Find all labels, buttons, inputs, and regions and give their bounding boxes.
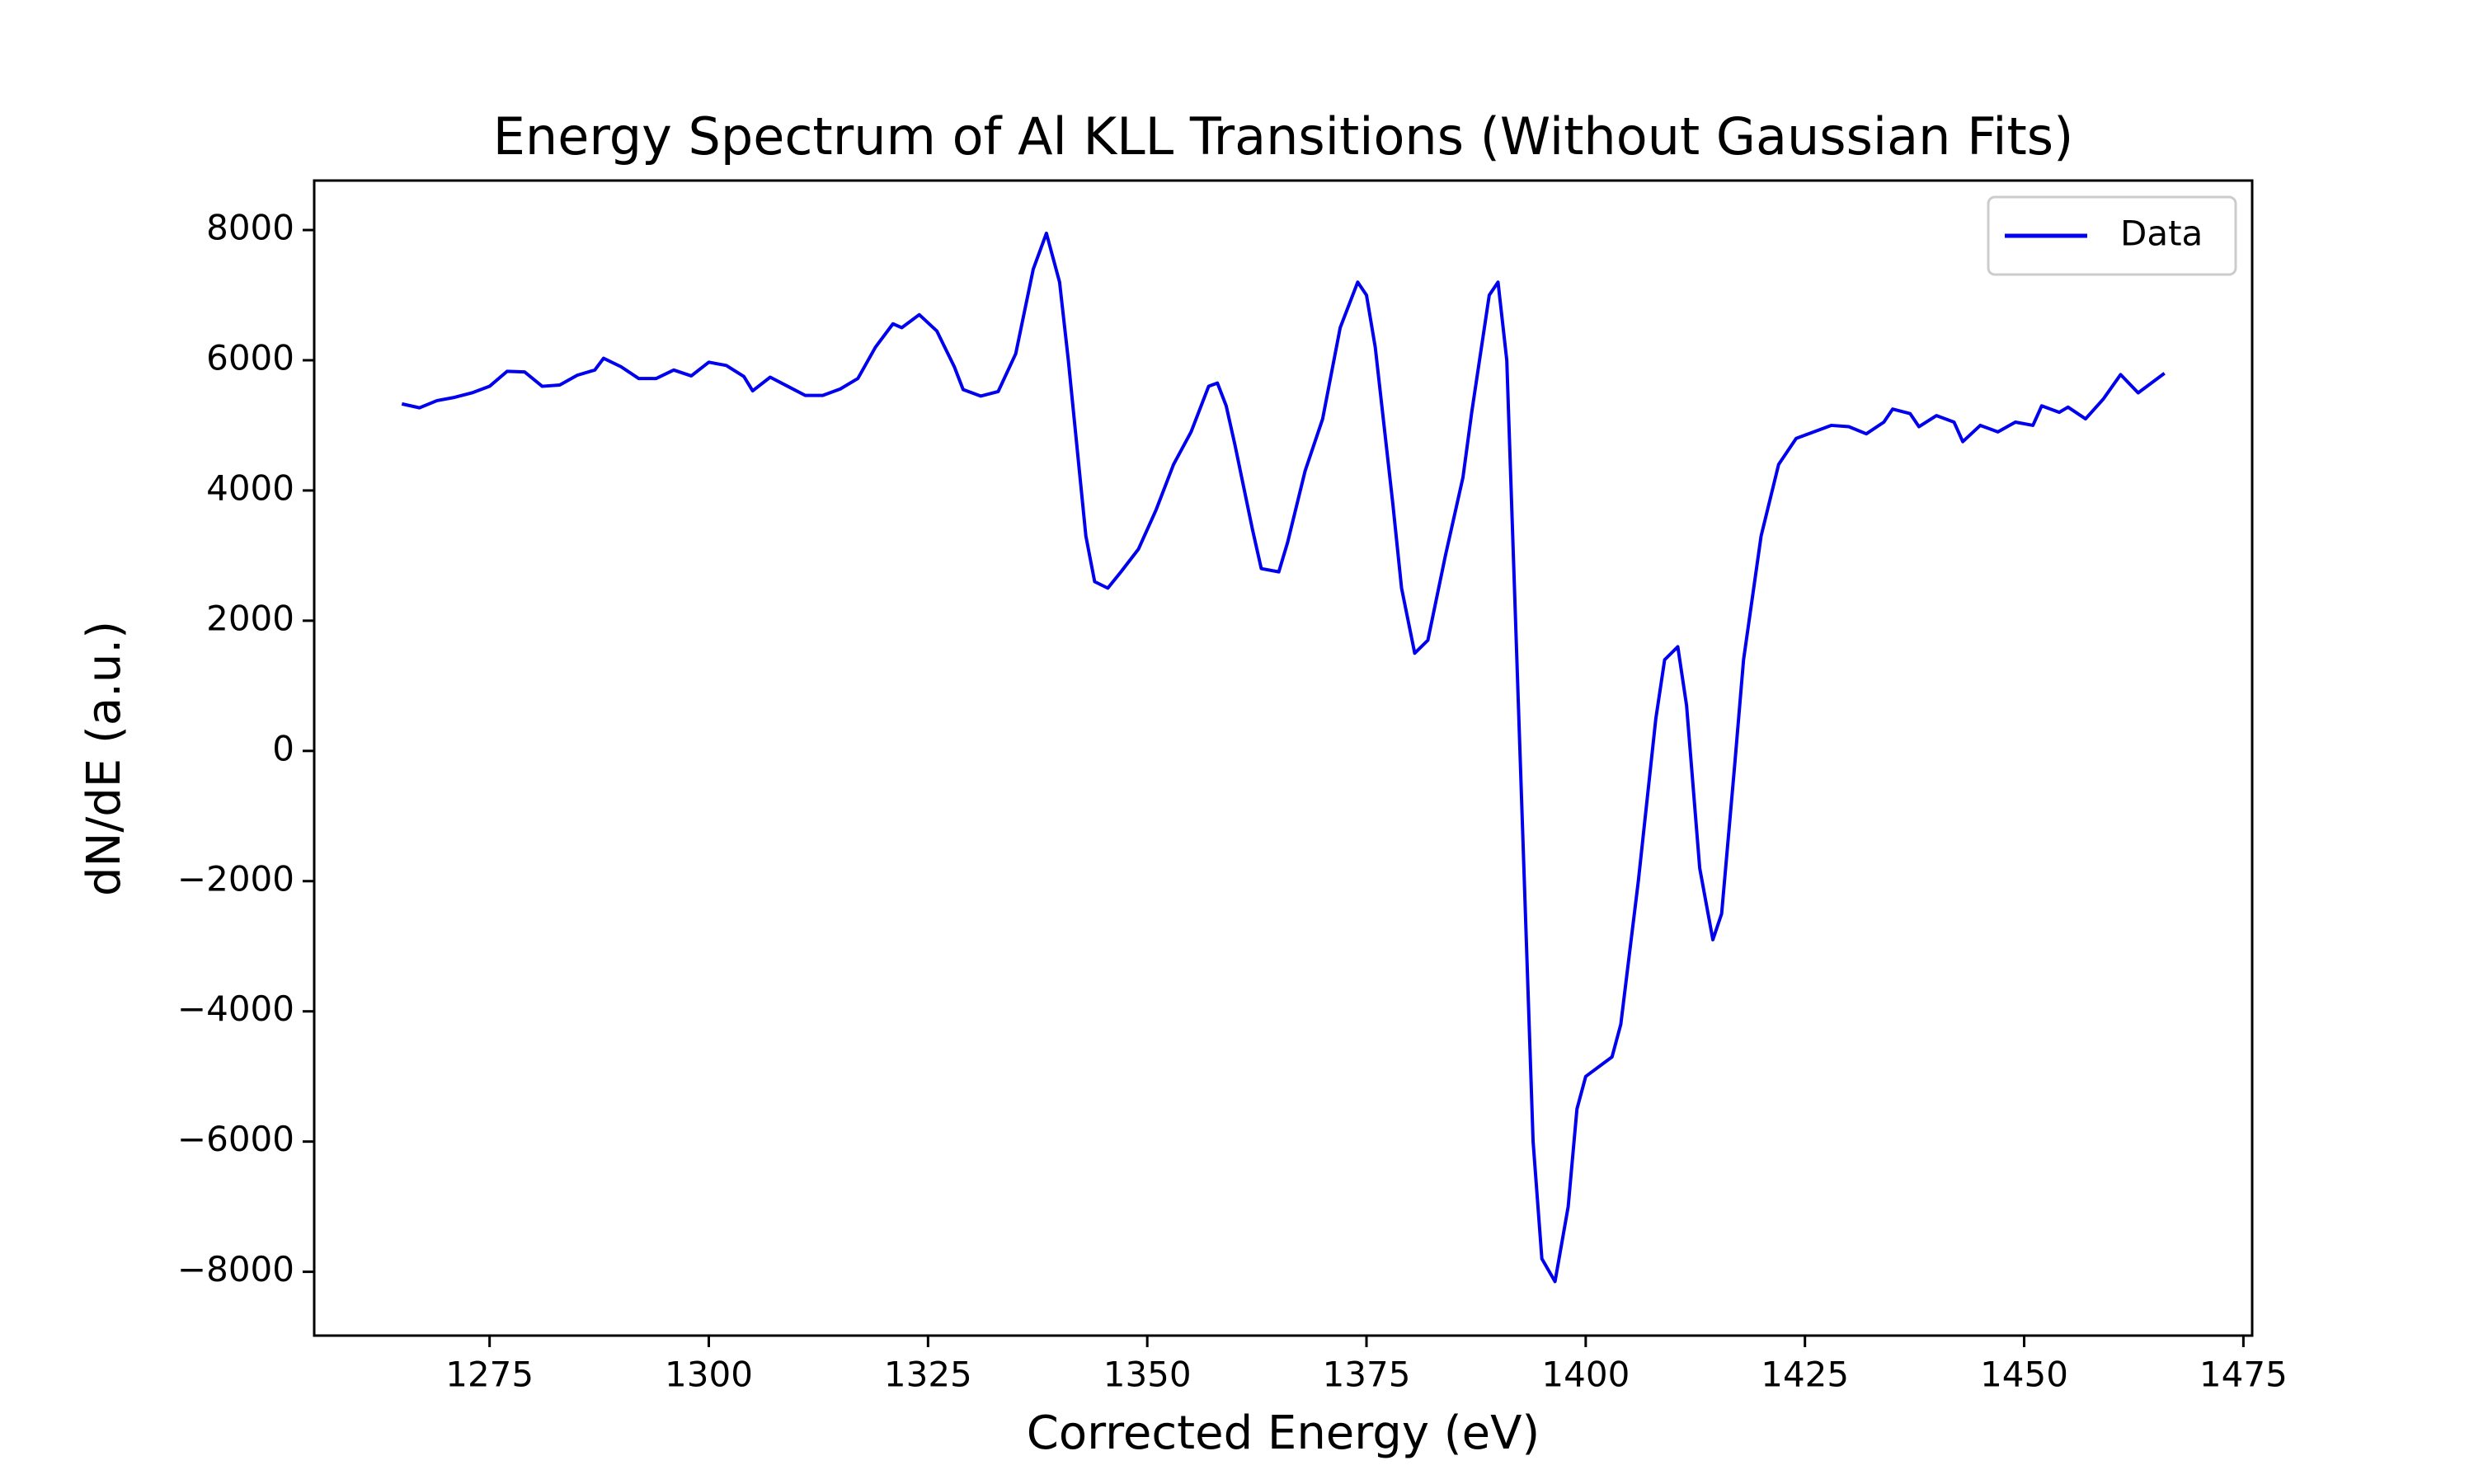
y-axis-label: dN/dE (a.u.) xyxy=(78,621,131,896)
data-line xyxy=(401,231,2166,1284)
x-tick-label: 1350 xyxy=(1103,1355,1192,1395)
y-tick-label: −4000 xyxy=(177,989,294,1029)
axes-frame xyxy=(313,179,2254,1337)
x-tick-label: 1450 xyxy=(1980,1355,2068,1395)
chart-title: Energy Spectrum of Al KLL Transitions (W… xyxy=(493,106,2074,167)
x-tick-label: 1400 xyxy=(1541,1355,1630,1395)
legend-label: Data xyxy=(2120,214,2203,254)
legend-box xyxy=(1987,195,2237,276)
x-tick-label: 1475 xyxy=(2199,1355,2288,1395)
x-tick-label: 1275 xyxy=(445,1355,534,1395)
x-axis-label: Corrected Energy (eV) xyxy=(1027,1407,1540,1460)
y-tick-label: 4000 xyxy=(206,467,294,508)
y-tick-label: 2000 xyxy=(206,598,294,638)
y-tick-label: 0 xyxy=(272,728,294,768)
y-tick-label: −8000 xyxy=(177,1249,294,1289)
y-tick-label: 6000 xyxy=(206,337,294,378)
x-tick-label: 1375 xyxy=(1323,1355,1411,1395)
x-tick-label: 1300 xyxy=(665,1355,753,1395)
y-tick-label: −6000 xyxy=(177,1119,294,1159)
y-tick-label: −2000 xyxy=(177,858,294,899)
x-tick-label: 1425 xyxy=(1761,1355,1849,1395)
y-tick-label: 8000 xyxy=(206,208,294,248)
x-tick-label: 1325 xyxy=(884,1355,972,1395)
